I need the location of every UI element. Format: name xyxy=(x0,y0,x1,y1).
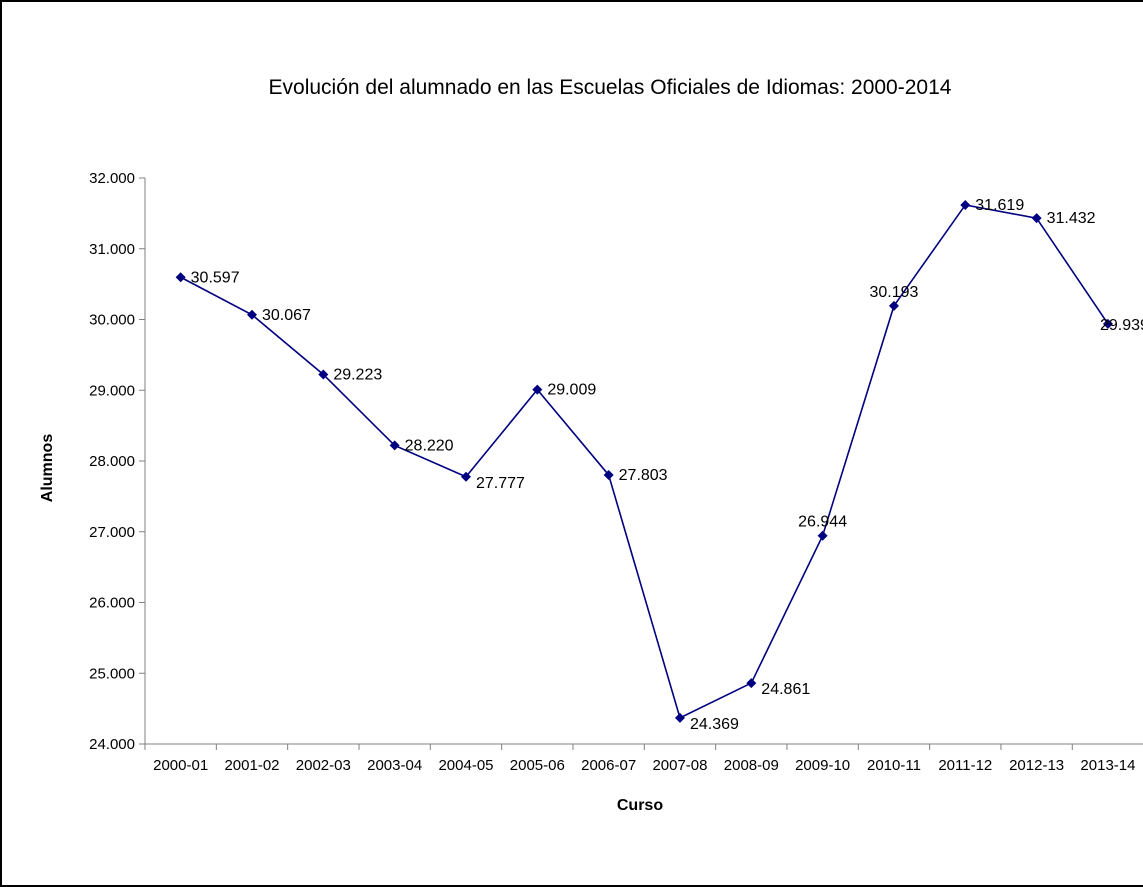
data-label: 29.939 xyxy=(1100,317,1143,334)
y-tick-label: 30.000 xyxy=(89,312,135,329)
x-tick-label: 2001-02 xyxy=(224,757,279,774)
data-label: 29.009 xyxy=(547,382,596,399)
data-point xyxy=(817,530,828,541)
y-tick-label: 32.000 xyxy=(89,170,135,187)
data-point xyxy=(888,300,899,311)
x-tick-label: 2000-01 xyxy=(153,757,208,774)
x-axis-title: Curso xyxy=(616,797,664,814)
y-tick-label: 29.000 xyxy=(89,382,135,399)
y-tick-label: 24.000 xyxy=(89,736,135,753)
data-point xyxy=(389,440,400,451)
x-tick-label: 2002-03 xyxy=(296,757,351,774)
y-tick-label: 25.000 xyxy=(89,665,135,682)
y-axis-title: Alumnos xyxy=(39,433,56,503)
data-point xyxy=(746,678,757,689)
data-point xyxy=(1102,318,1113,329)
data-point xyxy=(960,199,971,210)
y-tick-label: 28.000 xyxy=(89,453,135,470)
data-label: 31.619 xyxy=(975,197,1024,214)
data-point xyxy=(460,471,471,482)
data-label: 29.223 xyxy=(333,366,382,383)
x-tick-label: 2012-13 xyxy=(1009,757,1064,774)
y-tick-label: 26.000 xyxy=(89,595,135,612)
data-label: 30.193 xyxy=(869,284,918,301)
data-point xyxy=(674,712,685,723)
data-label: 31.432 xyxy=(1047,210,1096,227)
data-point xyxy=(532,384,543,395)
data-point xyxy=(318,369,329,380)
data-label: 24.369 xyxy=(690,716,739,733)
x-tick-label: 2011-12 xyxy=(938,757,992,774)
x-tick-label: 2003-04 xyxy=(367,757,422,774)
data-label: 27.777 xyxy=(476,475,525,492)
data-label: 30.067 xyxy=(262,307,311,324)
data-label: 26.944 xyxy=(798,514,847,531)
x-tick-label: 2005-06 xyxy=(510,757,565,774)
x-tick-label: 2007-08 xyxy=(652,757,707,774)
chart-title: Evolución del alumnado en las Escuelas O… xyxy=(268,76,952,99)
data-point xyxy=(603,469,614,480)
x-tick-label: 2006-07 xyxy=(581,757,636,774)
data-label: 24.861 xyxy=(761,681,810,698)
data-point xyxy=(246,309,257,320)
data-point xyxy=(175,272,186,283)
x-tick-label: 2013-14 xyxy=(1080,757,1135,774)
x-tick-label: 2009-10 xyxy=(795,757,850,774)
x-tick-label: 2010-11 xyxy=(867,757,921,774)
data-label: 27.803 xyxy=(619,467,668,484)
series-line xyxy=(180,204,1109,720)
y-tick-label: 31.000 xyxy=(89,241,135,258)
x-tick-label: 2008-09 xyxy=(724,757,779,774)
data-point xyxy=(1031,213,1042,224)
x-tick-label: 2004-05 xyxy=(438,757,493,774)
data-label: 28.220 xyxy=(405,437,454,454)
data-label: 30.597 xyxy=(191,269,240,286)
y-tick-label: 27.000 xyxy=(89,524,135,541)
